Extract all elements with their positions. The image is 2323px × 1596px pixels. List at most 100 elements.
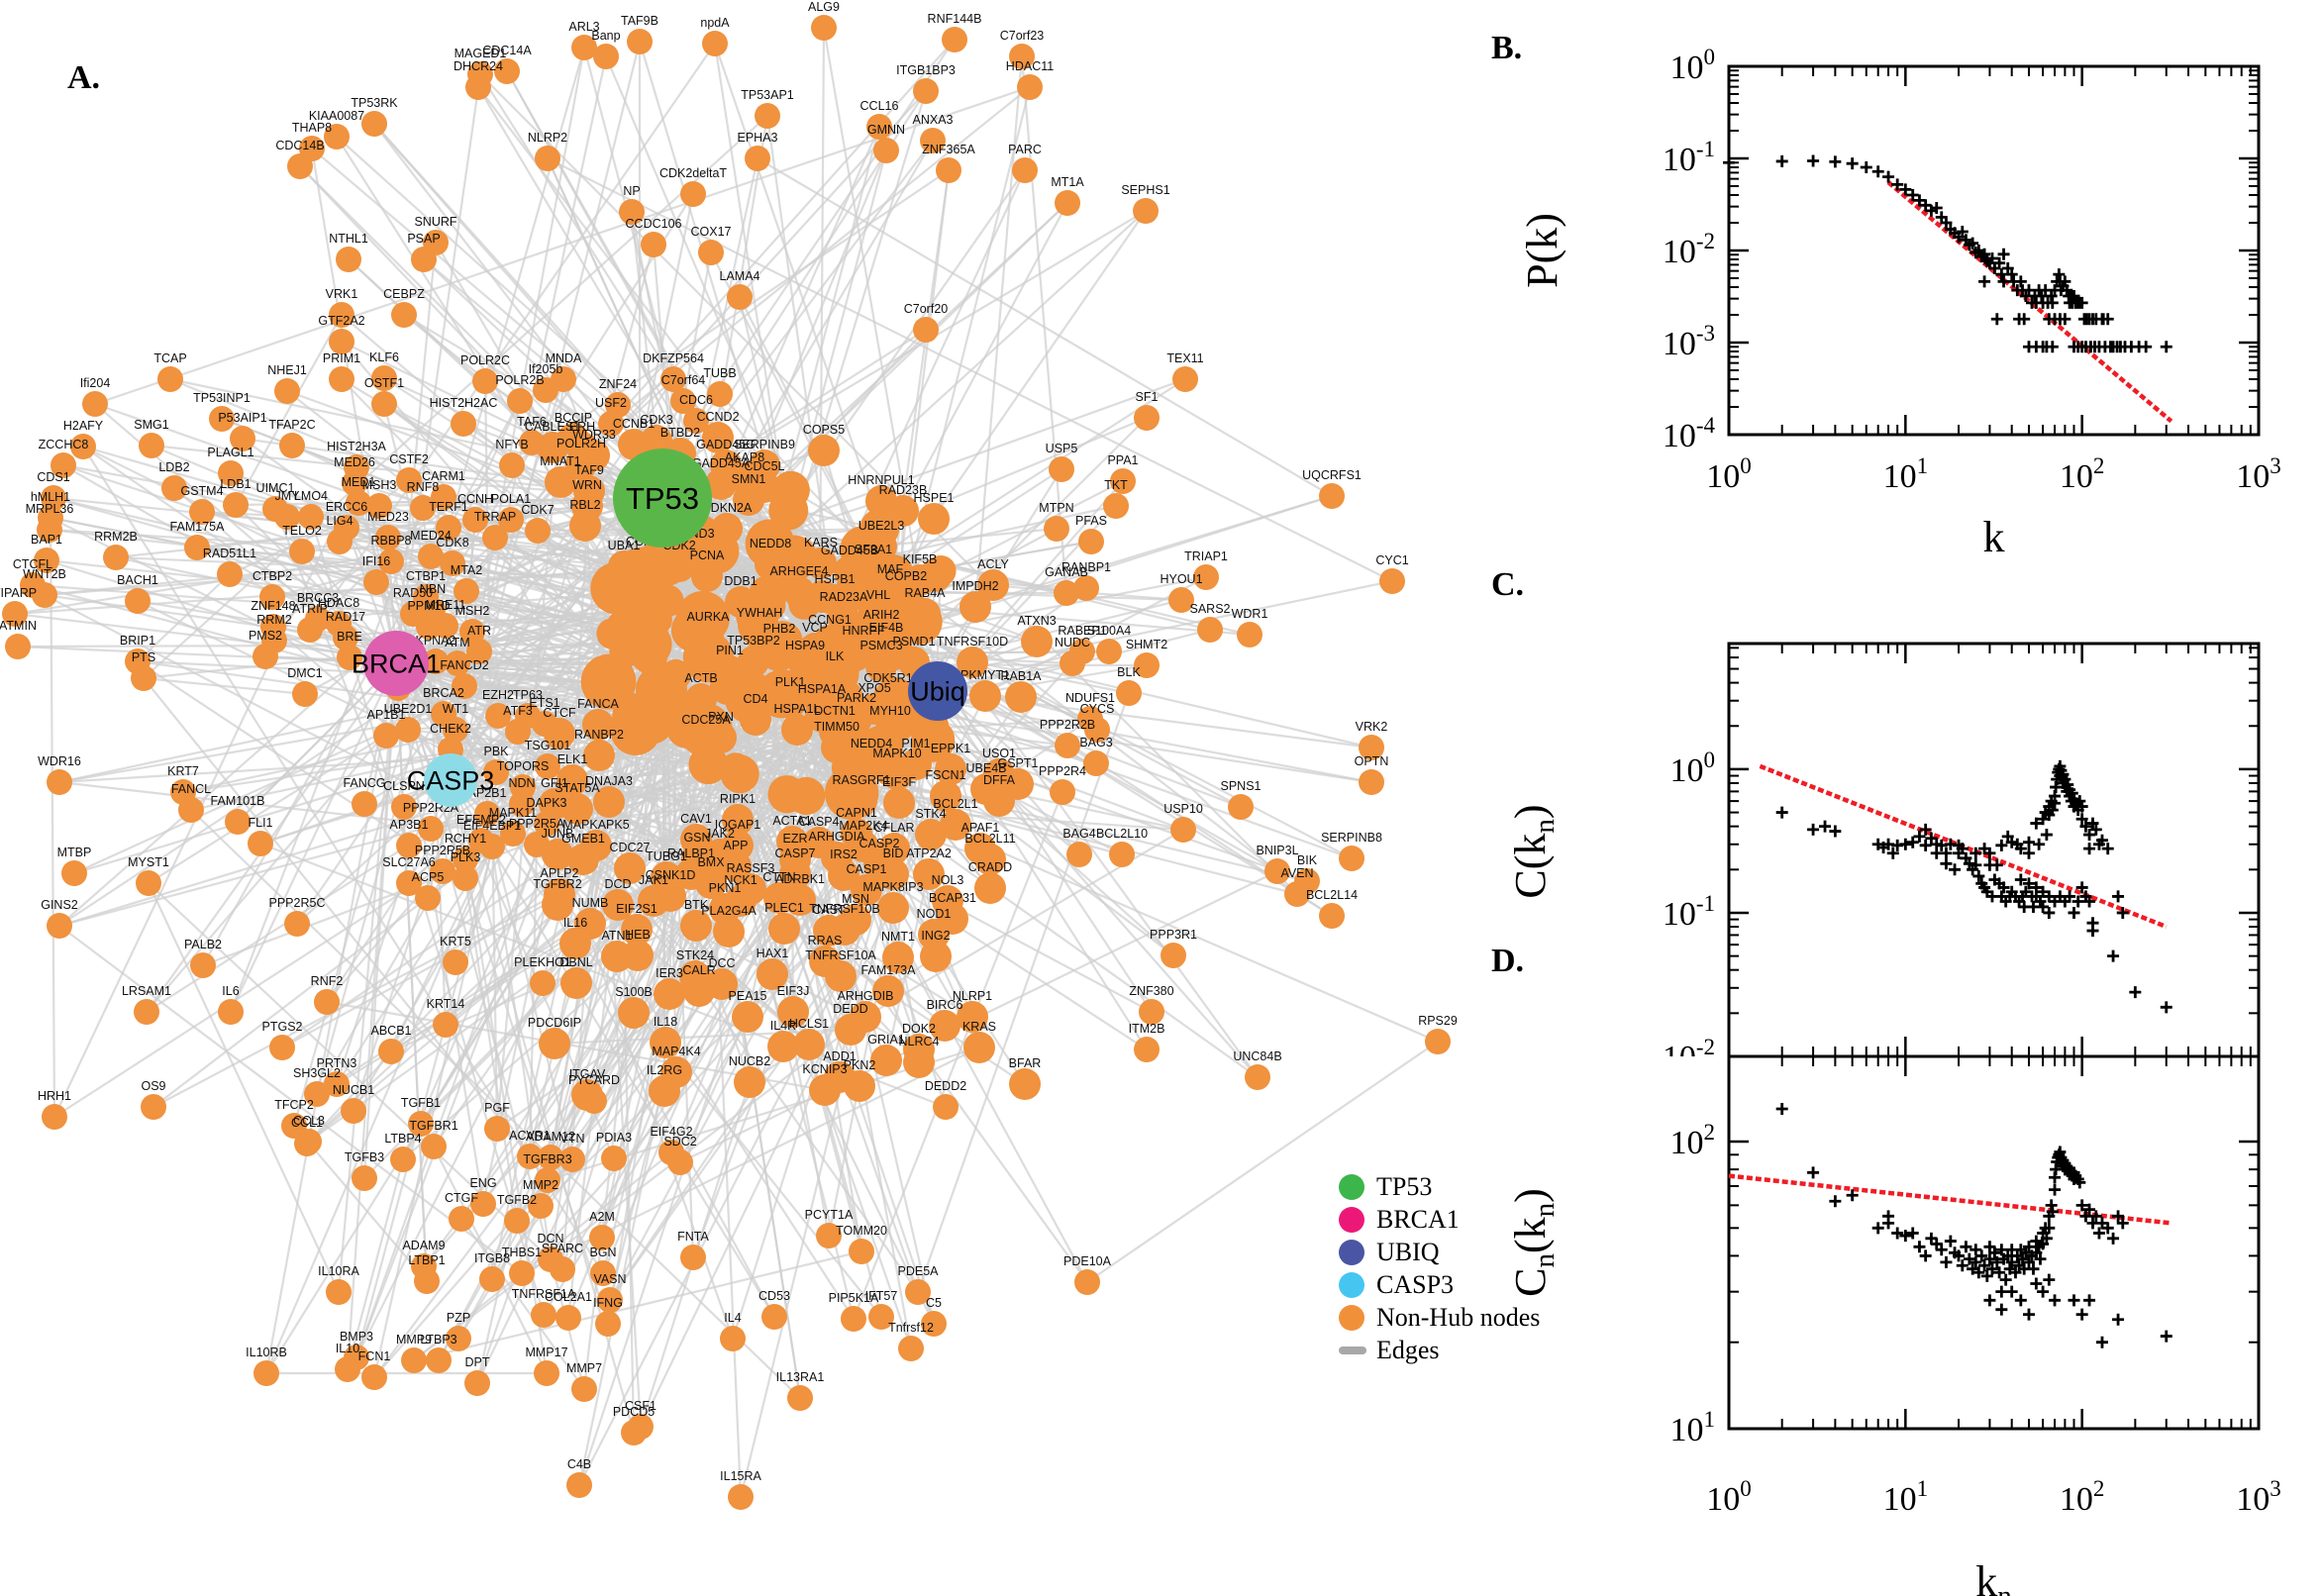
network-node <box>189 499 215 525</box>
network-node <box>530 970 556 996</box>
node-swatch-icon <box>1339 1271 1364 1298</box>
network-node-label: RAD50 <box>393 586 433 600</box>
network-node <box>805 548 837 579</box>
network-node-label: KARS <box>804 536 838 549</box>
network-node-label: STK24 <box>676 948 714 962</box>
network-node <box>538 1145 563 1170</box>
fit-line <box>1886 180 2173 424</box>
axis-tick-label: 101 <box>1670 1407 1716 1448</box>
network-node-label: GADD45A <box>692 456 751 470</box>
network-node <box>396 870 422 896</box>
network-node-label: BCL2L11 <box>964 832 1015 846</box>
network-node-label: CCNG1 <box>808 613 852 627</box>
network-node <box>903 1047 935 1078</box>
network-node <box>103 545 129 570</box>
network-node-label: Tnfrsf12 <box>888 1321 934 1335</box>
network-node <box>1139 999 1164 1025</box>
axis-tick-label: 102 <box>1670 1120 1716 1161</box>
network-node-label: MYH10 <box>869 704 911 718</box>
network-node-label: PLK3 <box>451 850 481 864</box>
network-node <box>217 561 243 587</box>
network-node <box>809 1074 841 1106</box>
node-swatch-icon <box>1339 1206 1364 1233</box>
network-node-label: HIST2H3A <box>327 440 386 453</box>
network-node-label: NOD1 <box>917 907 952 921</box>
network-node <box>781 714 813 746</box>
edge-swatch-icon <box>1339 1346 1366 1354</box>
network-node-label: FCN1 <box>358 1349 391 1363</box>
legend-item-non-hub-nodes: Non-Hub nodes <box>1339 1301 1540 1334</box>
network-node <box>1264 858 1290 884</box>
network-node <box>608 550 640 582</box>
network-node <box>1228 794 1254 820</box>
network-node <box>660 1056 692 1088</box>
network-node <box>720 850 752 882</box>
network-node-label: KCNIP3 <box>802 1062 847 1076</box>
network-node <box>415 885 441 911</box>
network-node <box>877 858 909 890</box>
network-node-label: TGFB3 <box>345 1150 384 1164</box>
network-node-label: TOMM20 <box>836 1224 887 1238</box>
network-node-label: PLAGL1 <box>207 446 253 459</box>
network-node <box>755 103 780 129</box>
network-node-label: npdA <box>700 16 730 30</box>
network-node <box>559 928 591 959</box>
network-node <box>248 831 273 856</box>
network-node <box>866 114 892 140</box>
network-node <box>921 1311 947 1337</box>
network-node <box>920 128 946 153</box>
network-node-label: PGF <box>484 1101 510 1115</box>
network-node-label: CASP7 <box>775 847 816 860</box>
network-node <box>913 317 939 343</box>
neighborhood-connectivity-chart: 102 101 100 101 102 103 kn Cn(kn) <box>1506 1056 2281 1596</box>
network-node <box>440 550 465 576</box>
axis-tick-label: 101 <box>1883 453 1929 495</box>
network-node-label: CARM1 <box>422 469 465 483</box>
network-node-label: IL6 <box>222 984 239 998</box>
network-node <box>868 1304 894 1330</box>
network-node-label: POLR2B <box>495 373 544 387</box>
network-node-label: Ifi204 <box>80 376 111 390</box>
network-node <box>218 460 244 486</box>
network-node-label: DOK2 <box>902 1022 936 1036</box>
axis-tick-label: 100 <box>1670 748 1716 789</box>
network-node-label: EZH2 <box>482 688 514 702</box>
network-node <box>141 1094 166 1120</box>
network-node-label: MED24 <box>410 529 452 543</box>
axis-tick-label: 102 <box>2060 1476 2105 1518</box>
network-node-label: BCL2L10 <box>1096 827 1148 841</box>
network-node <box>915 819 947 850</box>
network-node-label: NTHL1 <box>329 232 368 246</box>
network-node <box>593 44 619 69</box>
network-node <box>767 775 806 814</box>
network-node-label: EIF4EBP1 <box>463 819 521 833</box>
network-node-label: NUCB1 <box>333 1083 374 1097</box>
legend-item-tp53: TP53 <box>1339 1170 1540 1203</box>
network-node-label: ARHGEF4 <box>769 564 828 578</box>
network-node <box>918 503 950 535</box>
network-node <box>974 844 1006 875</box>
network-node <box>589 1225 615 1250</box>
network-node <box>1074 1269 1100 1295</box>
network-node <box>390 1147 416 1172</box>
network-node <box>1237 622 1262 648</box>
network-node <box>622 940 654 971</box>
network-node <box>969 680 1001 712</box>
network-node-label: TCAP <box>153 351 186 365</box>
network-node <box>1133 198 1159 224</box>
network-node-label: IFT57 <box>865 1289 898 1303</box>
network-node-label: PIM1 <box>901 737 930 750</box>
network-node-label: TNFRSF10D <box>937 635 1008 648</box>
network-node-label: CABLES1 <box>525 420 580 434</box>
chart-axes <box>1727 642 2261 1056</box>
network-node <box>500 821 526 847</box>
network-node <box>654 978 685 1010</box>
network-node-label: LIG4 <box>326 514 353 528</box>
network-node-label: NLRP1 <box>953 989 992 1003</box>
network-node-label: FAM175A <box>170 520 226 534</box>
network-node-label: RASGRF1 <box>832 773 890 787</box>
network-node-label: ACLY <box>977 557 1009 571</box>
network-node-label: FAM101B <box>211 794 265 808</box>
network-node <box>274 504 300 530</box>
network-node <box>157 366 183 392</box>
